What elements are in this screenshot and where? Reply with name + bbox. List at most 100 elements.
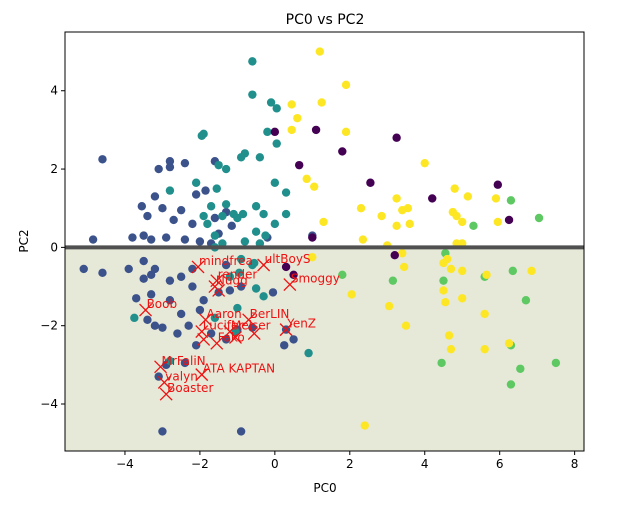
x-axis-label: PC0: [313, 481, 336, 495]
annotation-label: Meiser: [231, 319, 271, 333]
scatter-point: [295, 160, 304, 170]
scatter-point: [165, 157, 175, 166]
x-tick-label: −4: [116, 457, 134, 471]
scatter-point: [338, 270, 347, 279]
scatter-point: [143, 211, 152, 221]
scatter-point: [250, 258, 259, 268]
annotation-label: YenZ: [286, 317, 316, 331]
scatter-point: [221, 260, 231, 270]
scatter-point: [289, 270, 298, 279]
scatter-point: [463, 192, 473, 201]
annotation-x-stroke: [279, 323, 293, 337]
x-tick-label: −2: [191, 457, 209, 471]
annotation-marker: [159, 387, 173, 401]
scatter-point: [450, 184, 459, 193]
scatter-point: [236, 427, 246, 436]
scatter-point: [268, 288, 278, 297]
annotation-marker: [199, 313, 212, 327]
scatter-point: [360, 421, 369, 430]
scatter-point: [165, 276, 175, 285]
scatter-point: [304, 348, 313, 358]
scatter-point: [240, 237, 250, 246]
chart-title: PC0 vs PC2: [286, 12, 365, 28]
scatter-point: [444, 331, 454, 340]
scatter-point: [261, 231, 270, 240]
scatter-point: [506, 380, 516, 389]
annotation-x-stroke: [212, 283, 226, 297]
scatter-point: [235, 268, 244, 278]
scatter-point: [203, 219, 212, 229]
scatter-point: [251, 202, 261, 211]
scatter-point: [384, 301, 394, 311]
scatter-point: [441, 297, 450, 307]
annotation-x-stroke: [195, 325, 209, 339]
annotation-marker: [247, 327, 261, 340]
annotation-x-stroke: [242, 313, 256, 327]
scatter-point: [210, 313, 220, 323]
annotation-x-stroke: [154, 360, 168, 374]
scatter-point: [180, 235, 190, 244]
scatter-point: [221, 200, 231, 209]
scatter-point: [281, 209, 291, 219]
annotation-label: MrFaliN: [162, 354, 206, 368]
scatter-point: [165, 186, 175, 195]
scatter-point: [504, 215, 514, 225]
scatter-point: [139, 256, 148, 266]
annotation-label: BerLIN: [250, 307, 290, 321]
series-3: [287, 47, 536, 430]
scatter-point: [248, 90, 257, 99]
scatter-point: [270, 127, 280, 137]
scatter-point: [403, 204, 413, 213]
scatter-point: [392, 221, 401, 231]
scatter-point: [308, 233, 317, 242]
y-tick-label: 4: [50, 84, 58, 98]
scatter-point: [516, 364, 525, 373]
scatter-point: [227, 221, 236, 231]
scatter-point: [146, 235, 156, 244]
y-tick-label: −2: [40, 319, 58, 333]
scatter-point: [236, 282, 246, 291]
scatter-point: [158, 323, 167, 332]
scatter-point: [452, 211, 461, 221]
scatter-point: [398, 249, 407, 258]
annotation-marker: [242, 313, 256, 327]
scatter-point: [347, 290, 356, 299]
annotation-x-stroke: [139, 303, 153, 317]
scatter-point: [458, 217, 467, 227]
annotation-marker: [210, 336, 224, 350]
scatter-point: [199, 211, 208, 221]
scatter-point: [281, 188, 291, 197]
scatter-point: [293, 113, 302, 123]
annotation-label: Boaster: [167, 381, 213, 395]
scatter-point: [128, 233, 137, 242]
scatter-point: [98, 268, 107, 278]
annotation-x-stroke: [229, 330, 242, 344]
scatter-point: [161, 233, 171, 242]
annotation-x-stroke: [159, 387, 173, 401]
scatter-point: [289, 335, 298, 344]
scatter-point: [315, 47, 325, 56]
scatter-point: [439, 276, 448, 285]
scatter-point: [225, 272, 235, 281]
scatter-point: [137, 202, 147, 211]
scatter-point: [272, 139, 281, 148]
scatter-point: [534, 213, 544, 223]
annotation-marker: [157, 376, 171, 389]
scatter-point: [317, 98, 326, 107]
annotation-marker: [191, 260, 205, 274]
scatter-point: [420, 158, 429, 168]
shaded-region: [65, 247, 584, 451]
scatter-point: [506, 196, 516, 205]
axes: −4 −2 0 2 4 6 8 −4 −2 0 2 4: [40, 31, 585, 471]
scatter-point: [146, 290, 156, 299]
annotation-label: ultBoyS: [265, 252, 311, 266]
annotation-marker: [154, 360, 168, 374]
scatter-point: [143, 315, 152, 325]
scatter-point: [180, 358, 190, 368]
scatter-point: [165, 162, 175, 172]
x-tick-label: 6: [496, 457, 504, 471]
scatter-point: [263, 127, 272, 137]
